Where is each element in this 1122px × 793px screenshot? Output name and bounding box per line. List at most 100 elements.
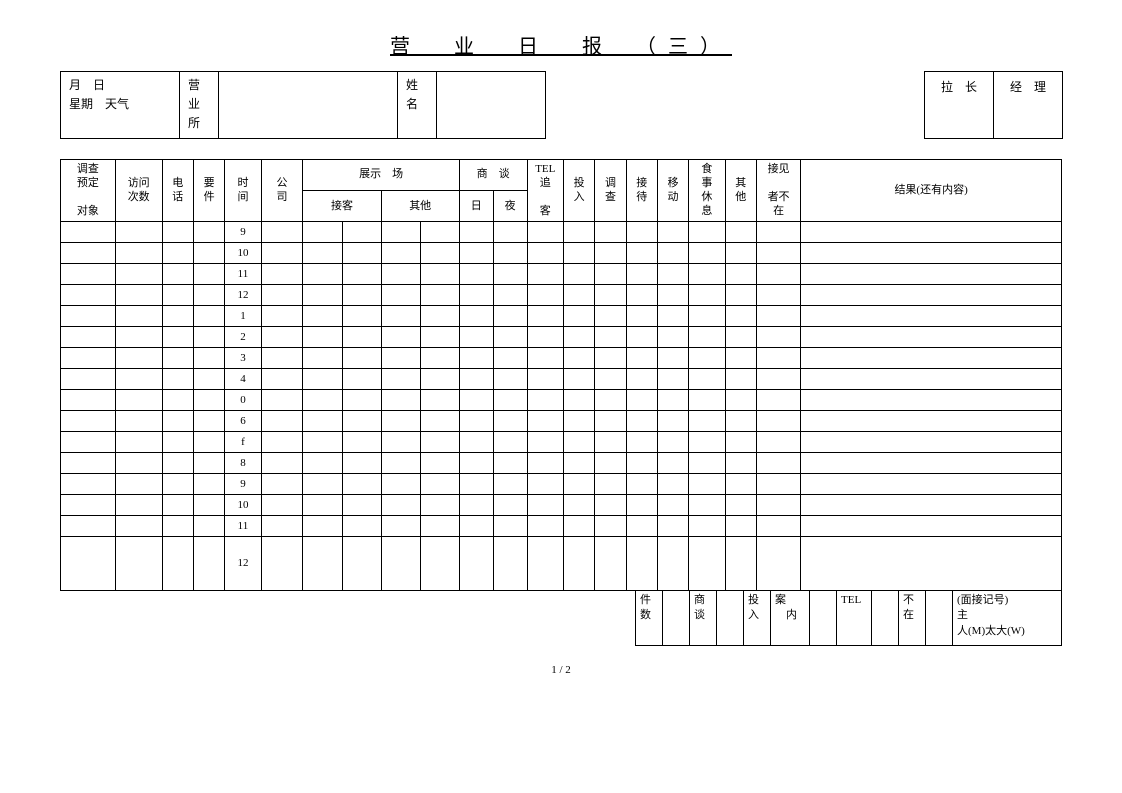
table-cell xyxy=(595,263,626,284)
table-cell xyxy=(626,305,657,326)
table-cell xyxy=(595,536,626,590)
table-cell xyxy=(115,284,162,305)
table-cell: 11 xyxy=(225,263,261,284)
table-cell xyxy=(756,536,800,590)
table-cell xyxy=(162,347,193,368)
table-cell xyxy=(626,431,657,452)
table-cell xyxy=(564,326,595,347)
footer-count: 件数 xyxy=(635,590,663,646)
table-cell xyxy=(61,431,116,452)
leader-box: 拉 长 xyxy=(924,71,994,139)
table-cell xyxy=(756,389,800,410)
table-cell xyxy=(420,473,459,494)
table-cell xyxy=(162,305,193,326)
table-cell xyxy=(657,263,688,284)
table-cell xyxy=(493,242,527,263)
table-cell xyxy=(261,431,303,452)
table-cell xyxy=(420,263,459,284)
table-row: 4 xyxy=(61,368,1062,389)
table-cell xyxy=(801,305,1062,326)
table-cell xyxy=(626,515,657,536)
table-cell xyxy=(459,494,493,515)
table-cell xyxy=(626,221,657,242)
table-cell xyxy=(595,347,626,368)
table-cell xyxy=(459,431,493,452)
table-cell xyxy=(527,536,563,590)
table-cell xyxy=(689,431,725,452)
table-cell xyxy=(689,221,725,242)
table-cell xyxy=(689,515,725,536)
table-cell: 8 xyxy=(225,452,261,473)
table-cell xyxy=(657,284,688,305)
table-cell xyxy=(626,452,657,473)
table-cell xyxy=(420,242,459,263)
table-cell xyxy=(115,431,162,452)
table-cell xyxy=(459,473,493,494)
table-cell xyxy=(342,389,381,410)
table-cell xyxy=(626,347,657,368)
table-cell xyxy=(626,368,657,389)
table-row: 0 xyxy=(61,389,1062,410)
table-cell xyxy=(459,536,493,590)
table-cell xyxy=(493,347,527,368)
table-cell xyxy=(381,431,420,452)
table-cell xyxy=(342,515,381,536)
table-cell xyxy=(756,410,800,431)
table-cell xyxy=(527,452,563,473)
table-cell xyxy=(261,473,303,494)
table-cell xyxy=(261,221,303,242)
table-cell xyxy=(657,473,688,494)
table-cell xyxy=(801,221,1062,242)
table-cell xyxy=(420,536,459,590)
table-cell xyxy=(564,494,595,515)
col-phone: 电话 xyxy=(162,159,193,221)
table-cell xyxy=(564,431,595,452)
table-cell xyxy=(162,410,193,431)
table-cell xyxy=(689,494,725,515)
table-cell xyxy=(801,263,1062,284)
table-cell xyxy=(725,389,756,410)
table-cell xyxy=(193,347,224,368)
table-cell xyxy=(689,389,725,410)
table-cell xyxy=(303,305,342,326)
table-cell xyxy=(626,410,657,431)
table-cell xyxy=(626,536,657,590)
table-cell xyxy=(725,536,756,590)
table-cell xyxy=(527,368,563,389)
col-result: 结果(还有内容) xyxy=(801,159,1062,221)
table-cell xyxy=(61,326,116,347)
col-input: 投入 xyxy=(564,159,595,221)
table-cell xyxy=(381,326,420,347)
table-cell xyxy=(595,221,626,242)
table-cell: 12 xyxy=(225,536,261,590)
table-cell xyxy=(527,242,563,263)
table-cell xyxy=(756,326,800,347)
table-cell xyxy=(801,284,1062,305)
office-label: 营业所 xyxy=(179,71,219,139)
table-cell xyxy=(595,389,626,410)
table-cell xyxy=(381,494,420,515)
table-cell xyxy=(459,221,493,242)
table-cell xyxy=(564,347,595,368)
table-cell xyxy=(162,263,193,284)
table-cell xyxy=(801,473,1062,494)
table-cell xyxy=(193,452,224,473)
table-row: 10 xyxy=(61,494,1062,515)
table-cell xyxy=(689,263,725,284)
table-cell xyxy=(162,242,193,263)
table-cell xyxy=(61,284,116,305)
table-cell xyxy=(564,515,595,536)
table-cell xyxy=(342,242,381,263)
table-cell: 4 xyxy=(225,368,261,389)
table-cell xyxy=(595,410,626,431)
table-cell xyxy=(261,368,303,389)
table-cell xyxy=(342,284,381,305)
footer-case-in: 案 内 xyxy=(770,590,810,646)
table-cell xyxy=(193,284,224,305)
name-value xyxy=(436,71,546,139)
table-cell xyxy=(564,284,595,305)
table-cell xyxy=(725,347,756,368)
table-cell xyxy=(162,452,193,473)
table-cell xyxy=(689,326,725,347)
table-cell xyxy=(115,221,162,242)
